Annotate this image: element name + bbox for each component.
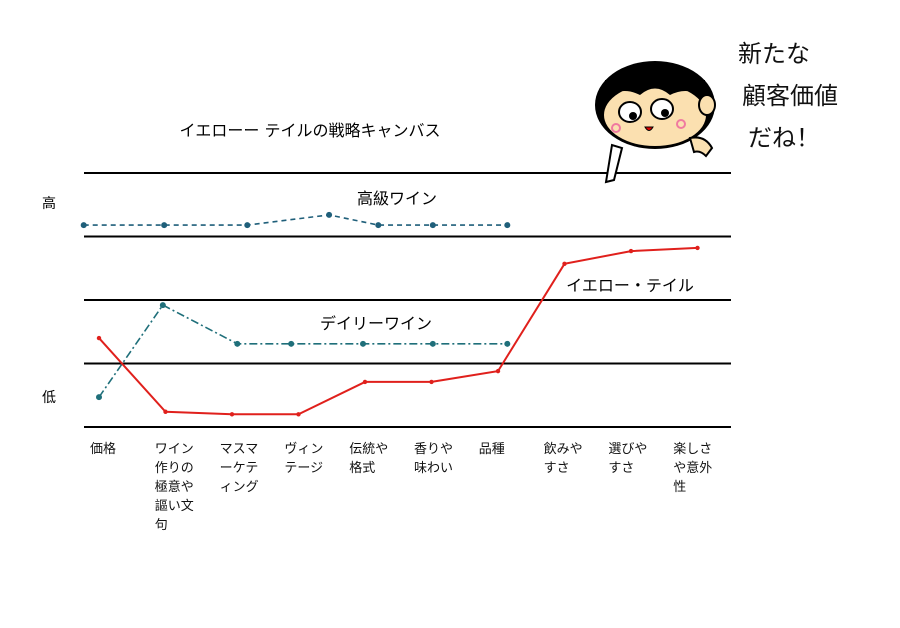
data-point <box>326 211 333 218</box>
data-point <box>80 222 87 229</box>
data-point <box>504 340 511 347</box>
comment-line-2: 顧客価値 <box>742 82 838 110</box>
x-tick-label: 品種 <box>478 442 505 457</box>
series-line-0 <box>83 214 508 226</box>
data-point <box>288 340 295 347</box>
data-point <box>628 248 634 254</box>
data-point <box>375 222 382 229</box>
cartoon-character <box>595 61 716 184</box>
series-label-yellow-tail: イエロー・テイル <box>566 276 694 295</box>
comment-line-1: 新たな <box>738 40 810 68</box>
data-point <box>695 245 700 251</box>
x-tick-label: 伝統や格式 <box>349 442 389 476</box>
data-point <box>296 412 301 417</box>
chart-title: イエローー テイルの戦略キャンバス <box>180 121 441 140</box>
speech-comment: 新たな 顧客価値 だね！ <box>738 40 838 152</box>
data-point <box>360 340 367 347</box>
data-point <box>495 368 501 374</box>
y-label-high: 高 <box>42 195 56 212</box>
data-point <box>161 222 168 229</box>
data-point <box>159 302 166 309</box>
comment-line-3: だね！ <box>748 124 820 152</box>
series-label-daily: デイリーワイン <box>320 314 432 333</box>
data-point <box>244 222 251 229</box>
y-label-low: 低 <box>42 390 56 406</box>
x-tick-label: 飲みやすさ <box>543 442 583 476</box>
data-point <box>96 394 102 401</box>
series-label-high-end: 高級ワイン <box>357 189 437 208</box>
data-point <box>429 222 436 229</box>
x-tick-label: 価格 <box>90 442 117 457</box>
x-tick-label: 楽しさや意外性 <box>673 442 713 495</box>
x-tick-label: ワイン作りの極意や謳い文句 <box>154 442 194 533</box>
x-tick-label: ヴィンテージ <box>284 442 324 476</box>
data-point <box>504 222 511 229</box>
x-tick-label: マスマーケティング <box>219 442 259 495</box>
data-point <box>562 261 567 267</box>
data-point <box>362 379 368 385</box>
data-point <box>163 409 168 414</box>
data-point <box>429 379 434 385</box>
series-line-1 <box>98 304 508 398</box>
data-point <box>96 335 102 341</box>
data-point <box>429 340 436 347</box>
x-tick-label: 香りや味わい <box>414 442 454 476</box>
data-point <box>229 412 235 417</box>
series-line-2 <box>98 246 698 416</box>
x-tick-label: 選びやすさ <box>608 442 648 476</box>
data-point <box>234 340 241 347</box>
